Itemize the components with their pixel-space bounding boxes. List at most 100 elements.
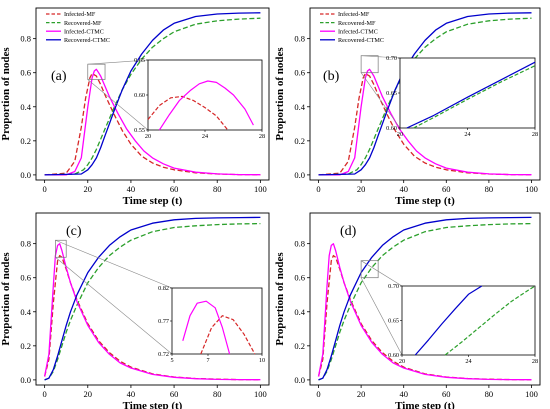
y-tick-label: 0.8 bbox=[294, 239, 305, 249]
plot-frame bbox=[35, 7, 270, 181]
series-line-infected-ctmc bbox=[43, 243, 261, 381]
zoom-region bbox=[55, 239, 67, 258]
legend-entry: Recovered-CTMC bbox=[338, 37, 384, 44]
zoom-region bbox=[360, 55, 379, 74]
inset-x-tick-label: 24 bbox=[464, 131, 470, 138]
y-tick-label: 0.2 bbox=[294, 136, 305, 146]
inset-y-tick-label: 0.65 bbox=[134, 57, 145, 64]
legend-entry: Recovered-MF bbox=[338, 20, 376, 27]
panel-b: 0 20 40 60 80 100 0.0 0.2 0.4 0.6 0.8 Time step (t)… bbox=[274, 7, 541, 207]
x-tick-label: 100 bbox=[254, 389, 267, 399]
x-tick-label: 40 bbox=[127, 389, 136, 399]
x-tick-label: 80 bbox=[485, 184, 494, 194]
x-tick-label: 40 bbox=[399, 184, 408, 194]
zoom-connector bbox=[87, 59, 149, 65]
y-tick-label: 0.0 bbox=[20, 170, 31, 180]
y-axis-label: Proportion of nodes bbox=[274, 47, 286, 141]
inset-y-tick-label: 0.60 bbox=[388, 352, 399, 359]
inset-series-line bbox=[158, 80, 254, 131]
x-tick-label: 80 bbox=[213, 389, 222, 399]
legend-entry: Infected-MF bbox=[338, 11, 370, 18]
series-line-recovered-mf bbox=[44, 17, 261, 176]
zoom-region bbox=[87, 63, 106, 80]
y-tick-label: 0.8 bbox=[294, 34, 305, 44]
x-tick-label: 0 bbox=[43, 184, 47, 194]
y-tick-label: 0.4 bbox=[294, 102, 305, 112]
inset-x-tick-label: 28 bbox=[532, 131, 538, 138]
zoom-connector bbox=[87, 79, 149, 131]
zoom-connector bbox=[55, 239, 173, 289]
inset-y-tick-label: 0.65 bbox=[386, 90, 397, 97]
y-tick-label: 0.2 bbox=[20, 341, 31, 351]
inset-series-line bbox=[444, 285, 536, 356]
panel-c: 0 20 40 60 80 100 0.0 0.2 0.4 0.6 0.8 Time step (t)… bbox=[0, 212, 270, 409]
x-tick-label: 20 bbox=[357, 389, 366, 399]
inset-y-tick-label: 0.60 bbox=[134, 92, 145, 99]
legend-entry: Infected-CTMC bbox=[64, 28, 104, 35]
y-tick-label: 0.2 bbox=[20, 136, 31, 146]
zoom-connector bbox=[361, 55, 401, 59]
series-line-recovered-ctmc bbox=[318, 216, 532, 381]
zoom-connector bbox=[360, 277, 403, 356]
inset-series-line bbox=[413, 65, 536, 129]
y-axis-label: Proportion of nodes bbox=[0, 252, 12, 346]
inset-x-tick-label: 20 bbox=[145, 133, 151, 140]
series-line-recovered-mf bbox=[318, 222, 532, 381]
panel-label: (d) bbox=[340, 224, 357, 239]
panel-d: 0 20 40 60 80 100 0.0 0.2 0.4 0.6 0.8 Time step (t)… bbox=[274, 212, 541, 409]
series-line-recovered-ctmc bbox=[44, 216, 261, 381]
inset-x-tick-label: 28 bbox=[259, 133, 265, 140]
zoom-region bbox=[360, 260, 379, 279]
inset-series-line bbox=[414, 285, 483, 356]
y-tick-label: 0.0 bbox=[294, 170, 305, 180]
inset-series-line bbox=[200, 315, 256, 355]
x-tick-label: 20 bbox=[84, 184, 93, 194]
x-tick-label: 20 bbox=[84, 389, 93, 399]
inset-y-tick-label: 0.60 bbox=[386, 125, 397, 132]
x-axis-label: Time step (t) bbox=[395, 195, 455, 207]
legend-entry: Infected-CTMC bbox=[338, 28, 378, 35]
panel-a: 0 20 40 60 80 100 0.0 0.2 0.4 0.6 0.8 Time step (t)… bbox=[0, 7, 270, 207]
series-line-infected-ctmc bbox=[44, 68, 261, 176]
inset-x-tick-label: 24 bbox=[202, 133, 208, 140]
y-tick-label: 0.6 bbox=[294, 68, 305, 78]
inset-y-tick-label: 0.72 bbox=[158, 351, 169, 358]
inset-x-tick-label: 20 bbox=[399, 358, 405, 365]
x-tick-label: 100 bbox=[525, 184, 538, 194]
series-line-recovered-mf bbox=[318, 17, 532, 176]
y-tick-label: 0.4 bbox=[294, 307, 305, 317]
legend-entry: Infected-MF bbox=[64, 11, 96, 18]
y-tick-label: 0.2 bbox=[294, 341, 305, 351]
plot-frame bbox=[309, 212, 541, 386]
y-tick-label: 0.6 bbox=[294, 273, 305, 283]
inset-series-line bbox=[182, 300, 231, 355]
x-tick-label: 60 bbox=[442, 389, 451, 399]
series-line-infected-mf bbox=[44, 72, 261, 176]
x-axis-label: Time step (t) bbox=[395, 400, 455, 409]
x-tick-label: 60 bbox=[170, 389, 179, 399]
panel-label: (c) bbox=[66, 224, 82, 239]
inset-x-tick-label: 10 bbox=[259, 357, 265, 364]
x-tick-label: 0 bbox=[316, 184, 320, 194]
inset-y-tick-label: 0.77 bbox=[158, 318, 169, 325]
x-axis-label: Time step (t) bbox=[123, 195, 183, 207]
y-axis-label: Proportion of nodes bbox=[274, 252, 286, 346]
y-tick-label: 0.0 bbox=[294, 375, 305, 385]
inset-y-tick-label: 0.82 bbox=[158, 285, 169, 292]
plot-frame bbox=[309, 7, 541, 181]
x-tick-label: 60 bbox=[170, 184, 179, 194]
inset-y-tick-label: 0.70 bbox=[388, 283, 399, 290]
legend-entry: Recovered-CTMC bbox=[64, 37, 110, 44]
x-axis-label: Time step (t) bbox=[123, 400, 183, 409]
inset-x-tick-label: 20 bbox=[397, 131, 403, 138]
series-line-infected-ctmc bbox=[318, 68, 532, 176]
inset-y-tick-label: 0.65 bbox=[388, 318, 399, 325]
x-tick-label: 0 bbox=[316, 389, 320, 399]
x-tick-label: 40 bbox=[399, 389, 408, 399]
panel-label: (b) bbox=[323, 69, 340, 84]
x-tick-label: 100 bbox=[525, 389, 538, 399]
plot-frame bbox=[35, 212, 270, 386]
inset-series-line bbox=[147, 95, 229, 131]
y-tick-label: 0.6 bbox=[20, 68, 31, 78]
